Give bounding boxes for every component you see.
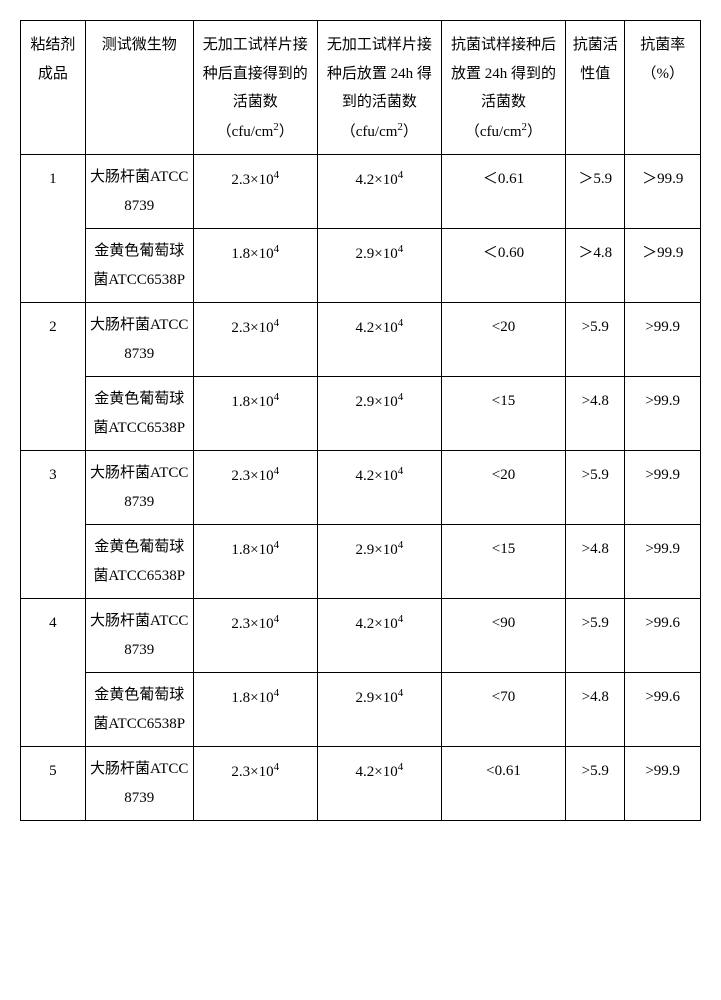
data-cell: <90 — [441, 599, 565, 673]
table-row: 3大肠杆菌ATCC 87392.3×1044.2×104<20>5.9>99.9 — [21, 451, 701, 525]
organism-cell: 金黄色葡萄球菌ATCC6538P — [85, 229, 193, 303]
product-id-cell: 5 — [21, 747, 86, 821]
data-cell: 2.3×104 — [193, 451, 317, 525]
data-cell: <0.61 — [441, 747, 565, 821]
data-cell: 2.9×104 — [317, 525, 441, 599]
table-row: 金黄色葡萄球菌ATCC6538P1.8×1042.9×104<70>4.8>99… — [21, 673, 701, 747]
data-cell: ＞4.8 — [566, 229, 625, 303]
data-cell: >5.9 — [566, 747, 625, 821]
product-id-cell: 1 — [21, 155, 86, 303]
data-cell: <20 — [441, 303, 565, 377]
data-cell: >99.9 — [625, 747, 701, 821]
data-cell: 4.2×104 — [317, 303, 441, 377]
data-cell: 1.8×104 — [193, 525, 317, 599]
product-id-cell: 2 — [21, 303, 86, 451]
table-row: 金黄色葡萄球菌ATCC6538P1.8×1042.9×104＜0.60＞4.8＞… — [21, 229, 701, 303]
header-col-2: 测试微生物 — [85, 21, 193, 155]
data-cell: 4.2×104 — [317, 599, 441, 673]
data-cell: 2.9×104 — [317, 673, 441, 747]
product-id-cell: 3 — [21, 451, 86, 599]
organism-cell: 大肠杆菌ATCC 8739 — [85, 747, 193, 821]
data-cell: 2.3×104 — [193, 303, 317, 377]
data-cell: ＜0.60 — [441, 229, 565, 303]
data-cell: >5.9 — [566, 599, 625, 673]
table-row: 2大肠杆菌ATCC 87392.3×1044.2×104<20>5.9>99.9 — [21, 303, 701, 377]
table-row: 金黄色葡萄球菌ATCC6538P1.8×1042.9×104<15>4.8>99… — [21, 377, 701, 451]
header-col-3: 无加工试样片接种后直接得到的活菌数（cfu/cm2） — [193, 21, 317, 155]
header-col-6: 抗菌活性值 — [566, 21, 625, 155]
data-cell: >4.8 — [566, 377, 625, 451]
organism-cell: 金黄色葡萄球菌ATCC6538P — [85, 377, 193, 451]
organism-cell: 大肠杆菌ATCC 8739 — [85, 303, 193, 377]
data-cell: ＞99.9 — [625, 155, 701, 229]
data-cell: 4.2×104 — [317, 747, 441, 821]
data-cell: >5.9 — [566, 451, 625, 525]
table-row: 金黄色葡萄球菌ATCC6538P1.8×1042.9×104<15>4.8>99… — [21, 525, 701, 599]
data-cell: >4.8 — [566, 673, 625, 747]
table-row: 5大肠杆菌ATCC 87392.3×1044.2×104<0.61>5.9>99… — [21, 747, 701, 821]
data-cell: 1.8×104 — [193, 377, 317, 451]
header-col-5: 抗菌试样接种后放置 24h 得到的活菌数（cfu/cm2） — [441, 21, 565, 155]
data-cell: >4.8 — [566, 525, 625, 599]
data-cell: <15 — [441, 377, 565, 451]
header-col-4: 无加工试样片接种后放置 24h 得到的活菌数（cfu/cm2） — [317, 21, 441, 155]
table-row: 4大肠杆菌ATCC 87392.3×1044.2×104<90>5.9>99.6 — [21, 599, 701, 673]
data-cell: 1.8×104 — [193, 229, 317, 303]
data-cell: <20 — [441, 451, 565, 525]
data-cell: <15 — [441, 525, 565, 599]
table-header: 粘结剂成品 测试微生物 无加工试样片接种后直接得到的活菌数（cfu/cm2） 无… — [21, 21, 701, 155]
header-col-1: 粘结剂成品 — [21, 21, 86, 155]
data-cell: >99.9 — [625, 525, 701, 599]
data-cell: 4.2×104 — [317, 155, 441, 229]
data-cell: 2.3×104 — [193, 599, 317, 673]
organism-cell: 大肠杆菌ATCC 8739 — [85, 599, 193, 673]
data-cell: >99.6 — [625, 673, 701, 747]
data-cell: ＞5.9 — [566, 155, 625, 229]
data-cell: >99.6 — [625, 599, 701, 673]
data-cell: 2.3×104 — [193, 155, 317, 229]
data-cell: >99.9 — [625, 303, 701, 377]
table-row: 1大肠杆菌ATCC 87392.3×1044.2×104＜0.61＞5.9＞99… — [21, 155, 701, 229]
data-cell: 2.9×104 — [317, 229, 441, 303]
data-cell: 2.3×104 — [193, 747, 317, 821]
data-cell: ＜0.61 — [441, 155, 565, 229]
data-cell: >5.9 — [566, 303, 625, 377]
table-body: 1大肠杆菌ATCC 87392.3×1044.2×104＜0.61＞5.9＞99… — [21, 155, 701, 821]
header-col-7: 抗菌率（%） — [625, 21, 701, 155]
data-cell: 4.2×104 — [317, 451, 441, 525]
product-id-cell: 4 — [21, 599, 86, 747]
data-cell: ＞99.9 — [625, 229, 701, 303]
organism-cell: 大肠杆菌ATCC 8739 — [85, 155, 193, 229]
data-cell: <70 — [441, 673, 565, 747]
data-cell: 1.8×104 — [193, 673, 317, 747]
data-cell: 2.9×104 — [317, 377, 441, 451]
data-cell: >99.9 — [625, 451, 701, 525]
data-cell: >99.9 — [625, 377, 701, 451]
header-row: 粘结剂成品 测试微生物 无加工试样片接种后直接得到的活菌数（cfu/cm2） 无… — [21, 21, 701, 155]
organism-cell: 金黄色葡萄球菌ATCC6538P — [85, 525, 193, 599]
data-table: 粘结剂成品 测试微生物 无加工试样片接种后直接得到的活菌数（cfu/cm2） 无… — [20, 20, 701, 821]
organism-cell: 大肠杆菌ATCC 8739 — [85, 451, 193, 525]
organism-cell: 金黄色葡萄球菌ATCC6538P — [85, 673, 193, 747]
